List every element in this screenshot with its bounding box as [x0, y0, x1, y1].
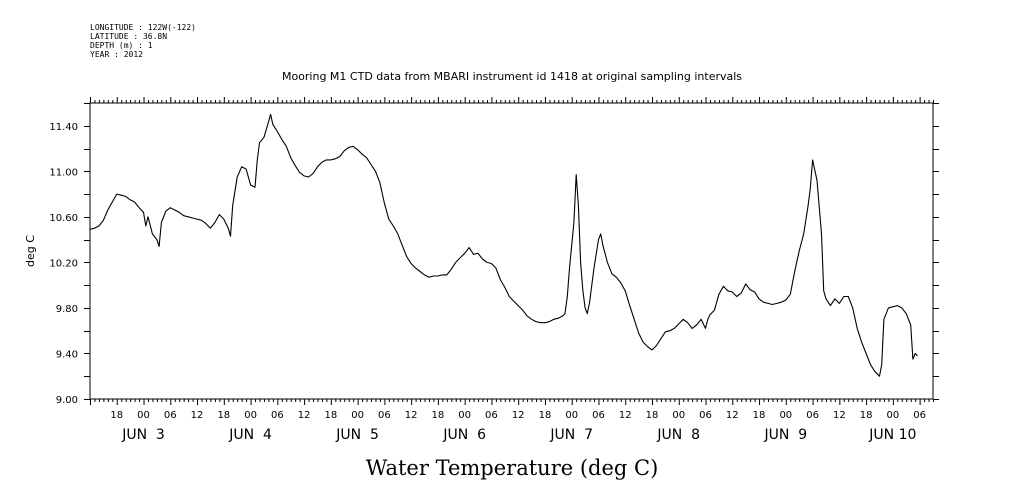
y-tick-label: 9.00 [56, 395, 78, 406]
x-tick-label: 12 [298, 410, 311, 421]
x-tick-label: 18 [432, 410, 445, 421]
x-day-label: JUN 5 [335, 427, 379, 443]
y-tick-label: 10.60 [49, 213, 78, 224]
x-day-label: JUN 10 [868, 427, 916, 443]
y-tick-label: 9.40 [56, 349, 78, 360]
x-tick-label: 00 [779, 410, 792, 421]
x-tick-label: 06 [485, 410, 498, 421]
x-tick-label: 12 [191, 410, 204, 421]
x-tick-label: 06 [271, 410, 284, 421]
x-tick-label: 18 [110, 410, 123, 421]
series-line [89, 113, 918, 377]
x-tick-label: 06 [592, 410, 605, 421]
x-tick-label: 18 [217, 410, 230, 421]
x-tick-label: 06 [378, 410, 391, 421]
x-tick-label: 12 [833, 410, 846, 421]
x-tick-label: 12 [726, 410, 739, 421]
y-tick-label: 9.80 [56, 304, 78, 315]
x-tick-label: 12 [405, 410, 418, 421]
x-tick-label: 00 [565, 410, 578, 421]
x-tick-label: 06 [806, 410, 819, 421]
x-tick-label: 00 [458, 410, 471, 421]
x-tick-label: 06 [164, 410, 177, 421]
top-tick-marks [90, 97, 934, 103]
x-tick-label: 18 [753, 410, 766, 421]
x-day-label: JUN 4 [228, 427, 272, 443]
x-tick-label: 00 [886, 410, 899, 421]
x-day-label: JUN 3 [121, 427, 165, 443]
x-tick-label: 00 [672, 410, 685, 421]
x-day-label: JUN 9 [763, 427, 807, 443]
chart-title: Mooring M1 CTD data from MBARI instrumen… [282, 70, 742, 83]
x-day-label: JUN 8 [656, 427, 700, 443]
latitude-label: LATITUDE : 36.8N [90, 32, 167, 41]
y-tick-label: 11.00 [49, 167, 78, 178]
x-tick-label: 18 [539, 410, 552, 421]
x-tick-label: 12 [512, 410, 525, 421]
bottom-tick-marks [90, 399, 934, 405]
x-axis-hour-labels: 18 00 06 12 18 00 06 12 18 00 06 12 18 00 06 12 18 00 06 12… [110, 410, 926, 421]
y-axis-label: deg C [24, 235, 37, 267]
y-axis: 9.00 9.40 9.80 10.20 10.60 11.00 11.40 [49, 103, 939, 406]
x-tick-label: 00 [351, 410, 364, 421]
x-axis-label: Water Temperature (deg C) [366, 456, 659, 480]
x-tick-label: 18 [646, 410, 659, 421]
y-tick-label: 11.40 [49, 122, 78, 133]
x-day-label: JUN 6 [442, 427, 486, 443]
x-tick-label: 06 [699, 410, 712, 421]
y-tick-label: 10.20 [49, 258, 78, 269]
series-group [89, 113, 918, 377]
year-label: YEAR : 2012 [90, 50, 143, 59]
x-tick-label: 12 [619, 410, 632, 421]
x-tick-label: 00 [137, 410, 150, 421]
x-tick-label: 18 [860, 410, 873, 421]
x-tick-label: 18 [324, 410, 337, 421]
x-day-label: JUN 7 [549, 427, 593, 443]
x-tick-label: 00 [244, 410, 257, 421]
x-tick-label: 06 [913, 410, 926, 421]
longitude-label: LONGITUDE : 122W(-122) [90, 23, 196, 32]
x-axis-day-labels: JUN 3 JUN 4 JUN 5 JUN 6 JUN 7 JUN 8 JUN 9 JUN 1… [121, 427, 916, 443]
plot-frame [89, 102, 934, 400]
depth-label: DEPTH (m) : 1 [90, 41, 153, 50]
